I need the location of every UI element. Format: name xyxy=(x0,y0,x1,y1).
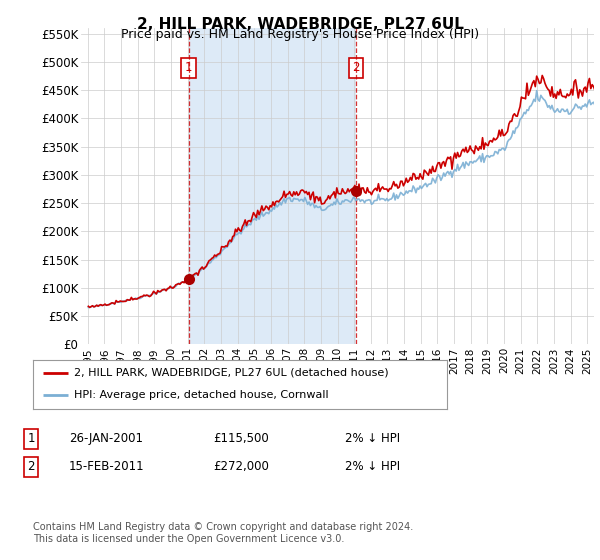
Text: Contains HM Land Registry data © Crown copyright and database right 2024.
This d: Contains HM Land Registry data © Crown c… xyxy=(33,522,413,544)
Text: £115,500: £115,500 xyxy=(213,432,269,445)
Text: 2: 2 xyxy=(352,61,360,74)
Text: 2, HILL PARK, WADEBRIDGE, PL27 6UL (detached house): 2, HILL PARK, WADEBRIDGE, PL27 6UL (deta… xyxy=(74,368,389,378)
Text: 2: 2 xyxy=(28,460,35,473)
Text: 1: 1 xyxy=(28,432,35,445)
Text: £272,000: £272,000 xyxy=(213,460,269,473)
Text: HPI: Average price, detached house, Cornwall: HPI: Average price, detached house, Corn… xyxy=(74,390,329,400)
Text: 15-FEB-2011: 15-FEB-2011 xyxy=(69,460,145,473)
Text: Price paid vs. HM Land Registry's House Price Index (HPI): Price paid vs. HM Land Registry's House … xyxy=(121,28,479,41)
Text: 1: 1 xyxy=(185,61,193,74)
Bar xyxy=(189,28,356,344)
Text: 2% ↓ HPI: 2% ↓ HPI xyxy=(345,460,400,473)
Text: 26-JAN-2001: 26-JAN-2001 xyxy=(69,432,143,445)
Text: 2% ↓ HPI: 2% ↓ HPI xyxy=(345,432,400,445)
Text: 2, HILL PARK, WADEBRIDGE, PL27 6UL: 2, HILL PARK, WADEBRIDGE, PL27 6UL xyxy=(137,17,463,32)
